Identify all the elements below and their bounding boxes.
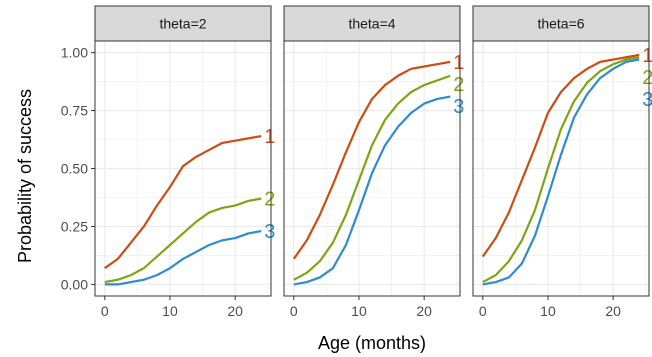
y-tick-label: 1.00: [61, 45, 88, 61]
panel-border: [283, 40, 461, 297]
y-tick-label: 0.50: [61, 161, 88, 177]
x-tick-label: 10: [351, 303, 367, 319]
series-line-3: [104, 230, 262, 286]
series-line-3: [482, 58, 640, 286]
y-axis-title: Probability of success: [15, 89, 35, 263]
x-tick-label: 10: [162, 303, 178, 319]
facet-strip: [472, 5, 650, 42]
x-tick-label: 0: [290, 303, 298, 319]
y-tick-label: 0.00: [61, 276, 88, 292]
series-line-1: [481, 53, 640, 258]
series-label-1: 1: [453, 52, 464, 74]
x-tick-label: 10: [540, 303, 556, 319]
series-line-2: [482, 56, 640, 284]
facet-title: theta=2: [159, 16, 206, 32]
x-tick-label: 0: [479, 303, 487, 319]
x-tick-label: 20: [227, 303, 243, 319]
panel-theta-2: theta=4 123 0 10 20: [283, 5, 464, 319]
y-axis: 0.00 0.25 0.50 0.75 1.00: [61, 45, 95, 292]
panel-theta-3: theta=6 123 0 10 20: [472, 5, 652, 319]
facet-strip: [94, 5, 272, 42]
series-label-3: 3: [642, 89, 652, 111]
series-label-3: 3: [453, 96, 464, 118]
series-line-1: [292, 60, 451, 260]
panel-theta-1: theta=2 1 2 3 0 10 20: [94, 5, 275, 319]
facet-strip: [283, 5, 461, 42]
series-line-1: [104, 134, 262, 270]
x-tick-label: 20: [416, 303, 432, 319]
y-tick-label: 0.25: [61, 218, 88, 234]
series-label-1: 1: [264, 126, 275, 148]
series-line-2: [293, 74, 451, 281]
facet-title: theta=6: [537, 16, 584, 32]
series-label-3: 3: [264, 221, 275, 243]
series-line-2: [104, 197, 262, 284]
x-tick-label: 20: [605, 303, 621, 319]
series-line-3: [293, 95, 451, 286]
facet-title: theta=4: [348, 16, 395, 32]
x-tick-label: 0: [101, 303, 109, 319]
series-label-2: 2: [264, 189, 275, 211]
y-tick-label: 0.75: [61, 103, 88, 119]
series-label-1: 1: [642, 45, 652, 67]
panel-border: [472, 40, 650, 297]
series-label-2: 2: [453, 74, 464, 96]
x-axis-title: Age (months): [318, 333, 426, 353]
series-label-2: 2: [642, 67, 652, 89]
